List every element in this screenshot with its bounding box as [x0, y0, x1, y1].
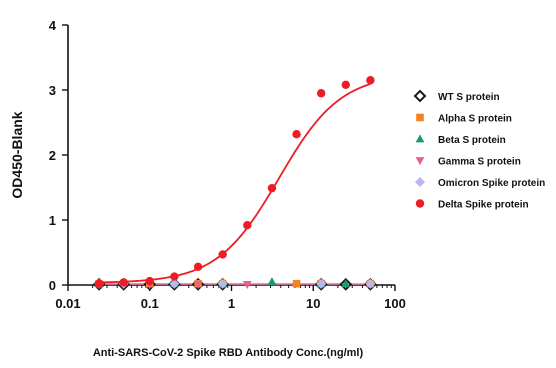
tick-labels: 0.01 0.1 1 10 100 0 1 2 3 4	[49, 18, 406, 311]
legend: WT S protein Alpha S protein Beta S protei…	[413, 89, 545, 211]
data-point	[341, 80, 350, 90]
data-point	[292, 130, 301, 139]
y-tick-label: 2	[49, 148, 56, 163]
data-point	[217, 278, 228, 289]
data-points	[92, 76, 377, 291]
data-point	[365, 278, 376, 289]
x-tick-label: 10	[306, 296, 320, 311]
x-tick-label: 0.1	[141, 296, 159, 311]
data-point	[341, 279, 351, 288]
data-point	[366, 76, 375, 85]
data-point	[316, 278, 327, 289]
data-point	[316, 89, 326, 98]
data-point	[170, 272, 179, 281]
data-point	[94, 279, 104, 288]
data-point	[193, 280, 203, 289]
legend-marker	[416, 113, 424, 122]
data-point	[119, 278, 128, 287]
legend-marker	[415, 157, 425, 166]
data-point	[145, 276, 154, 286]
legend-marker	[415, 134, 425, 143]
y-tick-label: 0	[49, 278, 56, 293]
x-tick-label: 0.01	[55, 296, 80, 311]
y-tick-label: 1	[49, 213, 56, 228]
legend-label: WT S protein	[438, 92, 500, 103]
fit-curves	[99, 83, 371, 285]
legend-label: Gamma S protein	[438, 157, 521, 168]
legend-label: Delta Spike protein	[438, 200, 529, 211]
legend-label: Beta S protein	[438, 135, 506, 146]
legend-label: Alpha S protein	[438, 114, 512, 125]
legend-label: Omicron Spike protein	[438, 178, 545, 189]
legend-marker	[415, 177, 425, 187]
fit-curve	[99, 83, 371, 284]
x-tick-label: 1	[228, 296, 235, 311]
data-point	[267, 183, 277, 193]
y-axis-label: OD450-Blank	[9, 111, 25, 198]
legend-marker	[413, 89, 427, 103]
data-point	[193, 262, 203, 271]
data-point	[243, 221, 252, 230]
data-point	[169, 278, 180, 289]
x-tick-label: 100	[384, 296, 406, 311]
y-tick-label: 4	[49, 18, 57, 33]
axis-ticks	[62, 24, 396, 291]
data-point	[218, 250, 227, 259]
data-point	[242, 280, 252, 289]
data-point	[292, 279, 301, 288]
y-tick-label: 3	[49, 83, 56, 98]
legend-marker	[415, 199, 425, 208]
x-axis-label: Anti-SARS-CoV-2 Spike RBD Antibody Conc.…	[93, 347, 364, 359]
data-point	[267, 277, 277, 286]
